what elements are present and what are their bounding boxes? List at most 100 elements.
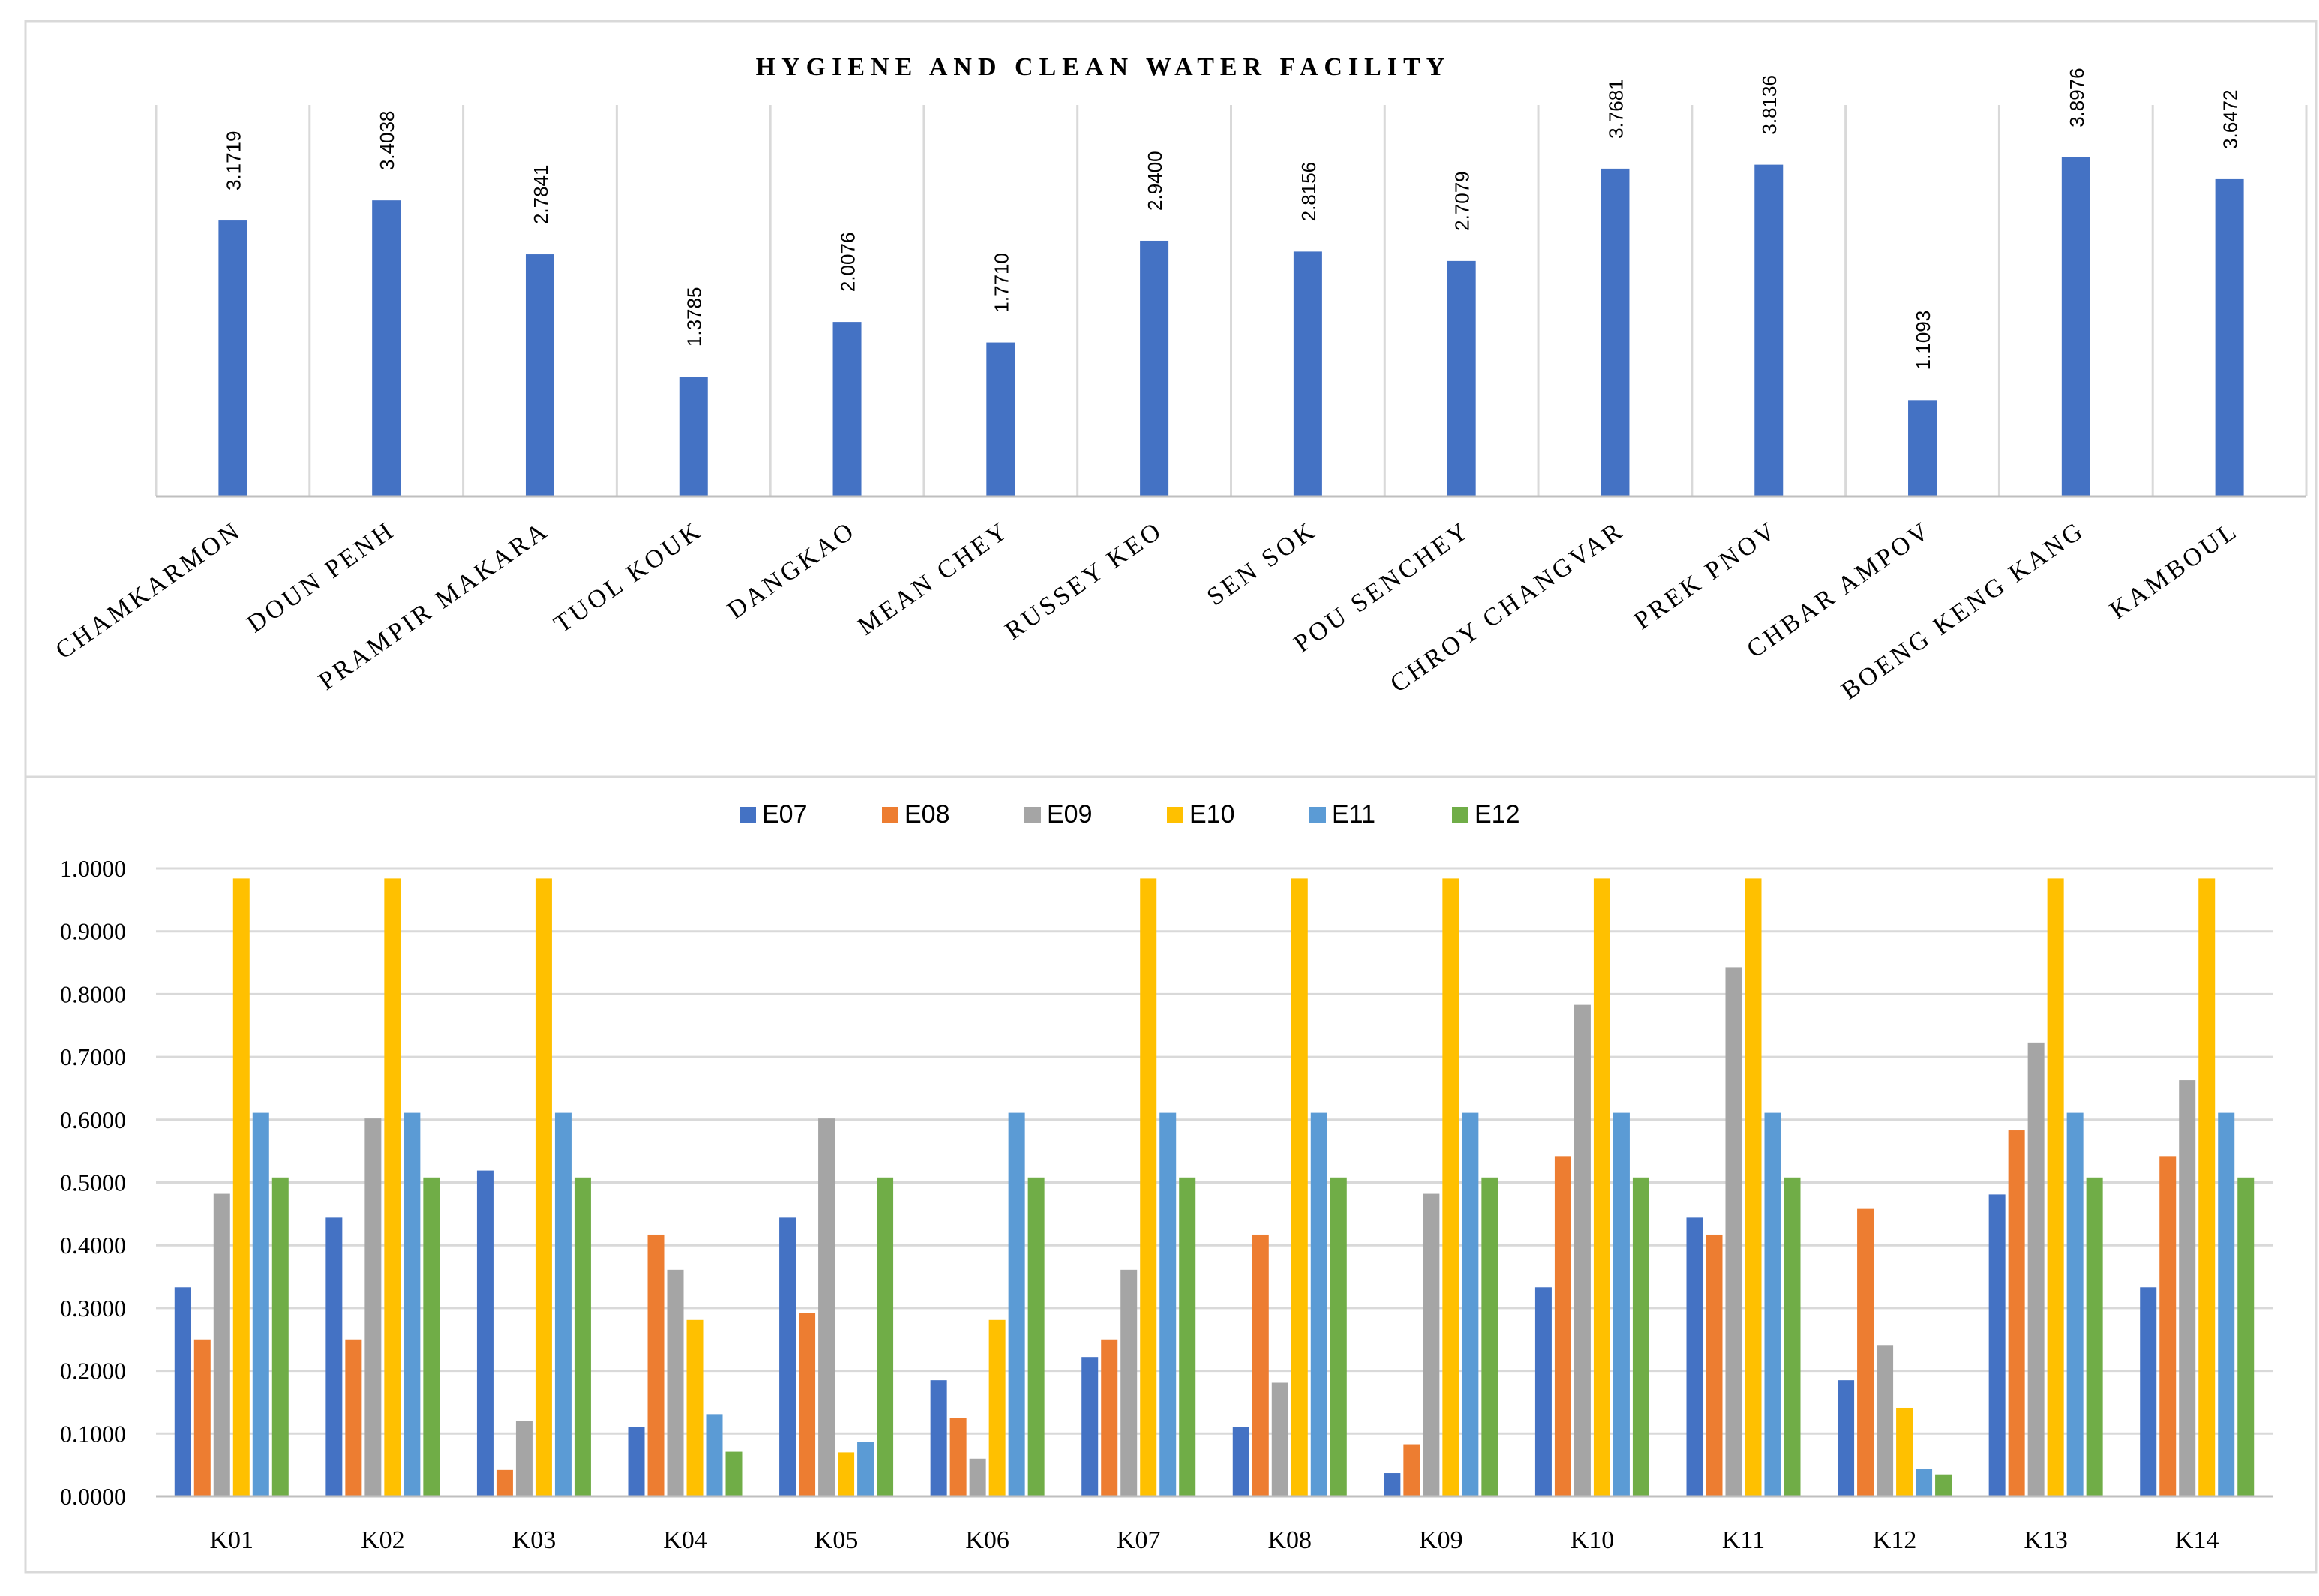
bottom-category-label: K14 bbox=[2175, 1526, 2219, 1554]
bottom-bar-e12 bbox=[1481, 1177, 1498, 1496]
bottom-bar-e10 bbox=[535, 878, 552, 1496]
bottom-category-label: K03 bbox=[512, 1526, 556, 1554]
bottom-bar-e07 bbox=[476, 1170, 494, 1496]
top-value-label: 1.1093 bbox=[1912, 310, 1934, 370]
bottom-bar-e09 bbox=[1876, 1345, 1894, 1496]
bottom-bar-e10 bbox=[1744, 878, 1762, 1496]
bottom-category-label: K10 bbox=[1570, 1526, 1615, 1554]
top-value-label: 2.7079 bbox=[1451, 171, 1474, 231]
bottom-bar-e08 bbox=[1403, 1444, 1420, 1496]
bottom-bar-e12 bbox=[1632, 1177, 1649, 1496]
bottom-bar-e07 bbox=[174, 1287, 191, 1496]
bottom-bar-e09 bbox=[1725, 967, 1742, 1496]
bottom-bar-e07 bbox=[326, 1217, 343, 1496]
bottom-bar-e12 bbox=[725, 1451, 742, 1496]
bottom-bar-e10 bbox=[1896, 1407, 1913, 1496]
bottom-bar-e09 bbox=[1120, 1269, 1138, 1496]
bottom-bar-e09 bbox=[969, 1458, 986, 1496]
bottom-category-label: K11 bbox=[1722, 1526, 1765, 1554]
bottom-category-label: K09 bbox=[1419, 1526, 1463, 1554]
bottom-bar-e08 bbox=[647, 1234, 664, 1496]
legend-label-e07: E07 bbox=[762, 800, 808, 829]
bottom-bar-e12 bbox=[2086, 1177, 2103, 1496]
top-value-label: 2.8156 bbox=[1298, 162, 1320, 222]
bottom-bar-e08 bbox=[1857, 1208, 1874, 1496]
legend-label-e11: E11 bbox=[1332, 800, 1376, 829]
bottom-bar-e10 bbox=[1442, 878, 1460, 1496]
bottom-bar-e08 bbox=[799, 1312, 816, 1496]
bottom-bar-e09 bbox=[1574, 1004, 1591, 1496]
bottom-category-label: K06 bbox=[965, 1526, 1010, 1554]
bottom-bar-e11 bbox=[1612, 1112, 1630, 1496]
top-bar bbox=[372, 200, 401, 496]
top-chart-gridlines bbox=[154, 105, 2308, 496]
bottom-bar-e10 bbox=[2198, 878, 2216, 1496]
top-bar bbox=[986, 342, 1016, 496]
bottom-bar-e11 bbox=[1310, 1112, 1328, 1496]
bottom-bar-e11 bbox=[404, 1112, 421, 1496]
top-bar bbox=[525, 254, 554, 496]
bottom-bar-e07 bbox=[1534, 1287, 1552, 1496]
legend-label-e10: E10 bbox=[1190, 800, 1235, 829]
top-value-label: 3.7681 bbox=[1604, 79, 1627, 139]
bottom-bar-e09 bbox=[1423, 1193, 1440, 1496]
bottom-bar-e11 bbox=[706, 1414, 723, 1496]
bottom-bar-e12 bbox=[272, 1177, 289, 1496]
legend-swatch-e11 bbox=[1310, 807, 1326, 824]
bottom-chart-bars bbox=[174, 878, 2254, 1496]
bottom-bar-e08 bbox=[345, 1339, 362, 1496]
bottom-bar-e11 bbox=[1008, 1112, 1025, 1496]
legend-swatch-e12 bbox=[1452, 807, 1468, 824]
bottom-y-tick-label: 0.9000 bbox=[60, 918, 126, 945]
bottom-y-tick-label: 0.1000 bbox=[60, 1420, 126, 1447]
bottom-bar-e11 bbox=[2066, 1112, 2084, 1496]
bottom-bar-e11 bbox=[1916, 1468, 1933, 1496]
bottom-bar-e07 bbox=[1384, 1473, 1401, 1496]
top-bar bbox=[218, 220, 248, 496]
bottom-bar-e10 bbox=[1291, 878, 1308, 1496]
top-value-label: 3.8136 bbox=[1758, 75, 1780, 135]
bottom-bar-e10 bbox=[384, 878, 401, 1496]
bottom-bar-e11 bbox=[2218, 1112, 2235, 1496]
bottom-bar-e10 bbox=[988, 1319, 1006, 1496]
legend-label-e12: E12 bbox=[1474, 800, 1520, 829]
bottom-bar-e11 bbox=[1764, 1112, 1781, 1496]
bottom-bar-e12 bbox=[574, 1177, 591, 1496]
bottom-category-label: K13 bbox=[2024, 1526, 2068, 1554]
top-bar bbox=[1600, 168, 1630, 497]
top-value-label: 2.7841 bbox=[530, 165, 552, 225]
bottom-bar-e07 bbox=[1988, 1194, 2006, 1496]
bottom-bar-e07 bbox=[1838, 1380, 1855, 1496]
top-chart-frame bbox=[24, 20, 2318, 778]
top-chart-value-labels: 3.1719 3.4038 2.7841 1.3785 2.0076 1.7710 2.94… bbox=[222, 68, 2241, 370]
top-value-label: 3.1719 bbox=[222, 131, 244, 191]
bottom-bar-e12 bbox=[1330, 1177, 1347, 1496]
bottom-bar-e09 bbox=[818, 1118, 836, 1496]
bottom-bar-e08 bbox=[950, 1418, 967, 1496]
bottom-bar-e07 bbox=[2140, 1287, 2157, 1496]
top-value-label: 1.7710 bbox=[990, 253, 1012, 313]
bottom-bar-e12 bbox=[423, 1177, 440, 1496]
bottom-bar-e10 bbox=[2047, 878, 2064, 1496]
bottom-bar-e10 bbox=[838, 1452, 855, 1496]
bottom-bar-e08 bbox=[1101, 1339, 1118, 1496]
top-value-label: 3.4038 bbox=[376, 111, 398, 171]
bottom-category-label: K05 bbox=[814, 1526, 859, 1554]
bottom-bar-e07 bbox=[1686, 1217, 1703, 1496]
bottom-y-tick-label: 0.3000 bbox=[60, 1294, 126, 1322]
bottom-bar-e09 bbox=[364, 1118, 382, 1496]
bottom-bar-e12 bbox=[1028, 1177, 1045, 1496]
top-bar bbox=[2061, 157, 2090, 496]
bottom-chart-legend: E07 E08 E09 E10 E11 E12 bbox=[740, 800, 1520, 829]
bottom-bar-e12 bbox=[877, 1177, 894, 1496]
bottom-bar-e07 bbox=[779, 1217, 796, 1496]
legend-swatch-e08 bbox=[882, 807, 898, 824]
top-bar bbox=[1754, 164, 1784, 496]
bottom-y-tick-label: 0.4000 bbox=[60, 1232, 126, 1258]
bottom-bar-e08 bbox=[2008, 1130, 2025, 1496]
bottom-y-tick-label: 0.6000 bbox=[60, 1106, 126, 1133]
top-bar bbox=[1293, 251, 1322, 496]
bottom-bar-e09 bbox=[515, 1420, 532, 1496]
bottom-bar-e07 bbox=[1232, 1426, 1250, 1496]
bottom-y-tick-label: 0.8000 bbox=[60, 980, 126, 1007]
